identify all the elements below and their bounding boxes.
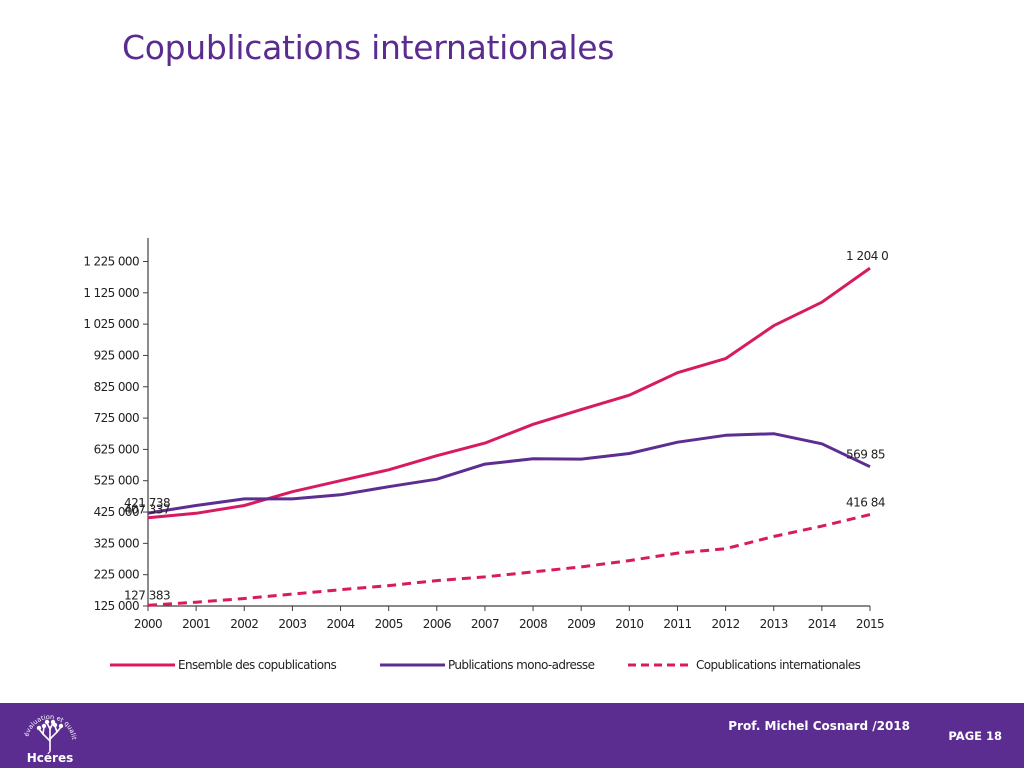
data-label-start: 127 383	[124, 588, 170, 602]
x-tick-label: 2001	[182, 617, 210, 631]
x-tick-label: 2000	[134, 617, 162, 631]
chart-axes: 125 000 225 000 325 000 425 000 525 000 625 0…	[83, 238, 885, 631]
x-tick-label: 2007	[471, 617, 499, 631]
data-label-end: 416 84	[846, 496, 885, 510]
x-tick-label: 2003	[278, 617, 306, 631]
chart-data-labels: 407 337 1 204 03 421 738 569 85 127 383 416 8…	[124, 249, 895, 602]
footer-credit: Prof. Michel Cosnard /2018	[728, 719, 910, 733]
y-tick-label: 425 000	[94, 505, 139, 519]
data-label-start: 407 337	[124, 503, 170, 517]
y-tick-label: 1 225 000	[83, 254, 139, 268]
y-tick-label: 725 000	[94, 411, 139, 425]
y-tick-label: 1 025 000	[83, 317, 139, 331]
x-tick-label: 2009	[567, 617, 595, 631]
x-tick-label: 2005	[375, 617, 403, 631]
x-tick-label: 2011	[663, 617, 691, 631]
data-label-end: 1 204 03	[846, 249, 895, 263]
logo-text: Hcéres	[27, 751, 74, 765]
y-tick-label: 225 000	[94, 568, 139, 582]
y-tick-label: 925 000	[94, 348, 139, 362]
data-label-start: 421 738	[124, 496, 170, 510]
x-tick-label: 2013	[760, 617, 788, 631]
x-tick-label: 2015	[856, 617, 884, 631]
x-tick-label: 2006	[423, 617, 451, 631]
tree-icon	[36, 719, 64, 752]
y-tick-label: 325 000	[94, 536, 139, 550]
slide-title: Copublications internationales	[122, 28, 615, 67]
legend-label-1: Publications mono-adresse	[448, 658, 595, 672]
legend-label-2: Copublications internationales	[696, 658, 861, 672]
y-tick-label: 525 000	[94, 474, 139, 488]
data-label-end: 569 85	[846, 448, 885, 462]
x-tick-label: 2010	[615, 617, 643, 631]
x-tick-label: 2002	[230, 617, 258, 631]
series-line-2	[147, 513, 871, 607]
x-tick-label: 2004	[326, 617, 354, 631]
page-number: PAGE 18	[948, 729, 1002, 743]
series-line-1	[147, 432, 871, 515]
y-tick-label: 125 000	[94, 599, 139, 613]
y-tick-label: 1 125 000	[83, 286, 139, 300]
hceres-logo: évaluation et qualité Hcéres	[14, 707, 78, 765]
series-line-0	[147, 266, 871, 520]
footer-bar: évaluation et qualité Hcéres Prof. Miche…	[0, 703, 1024, 768]
y-tick-label: 825 000	[94, 380, 139, 394]
legend-label-0: Ensemble des copublications	[178, 658, 337, 672]
x-tick-label: 2014	[808, 617, 836, 631]
line-chart: 125 000 225 000 325 000 425 000 525 000 625 0…	[83, 238, 895, 672]
chart-legend: Ensemble des copublications Publications …	[110, 658, 861, 672]
chart-series	[147, 266, 871, 607]
y-tick-label: 625 000	[94, 442, 139, 456]
x-tick-label: 2008	[519, 617, 547, 631]
x-tick-label: 2012	[712, 617, 740, 631]
